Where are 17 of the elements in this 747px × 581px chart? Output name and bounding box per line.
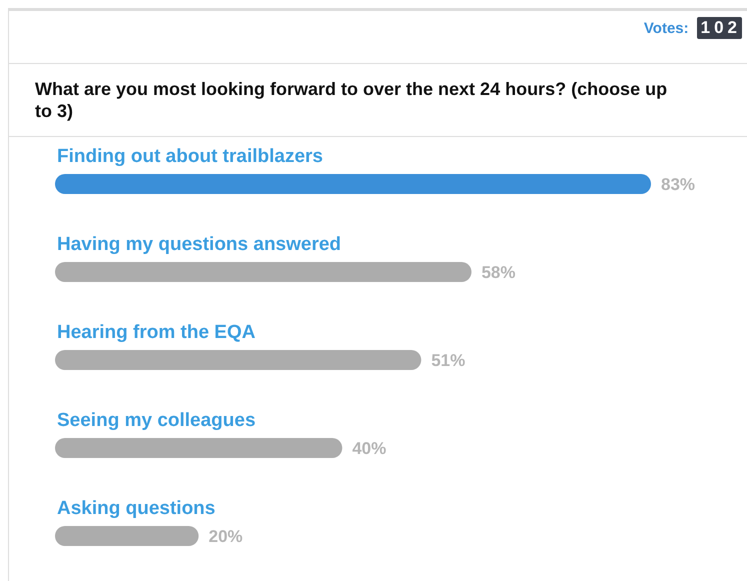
bar	[55, 262, 472, 282]
y-tick-label: Hearing from the EQA	[57, 322, 256, 343]
data-label: 40%	[352, 439, 386, 458]
text: Votes: 102	[644, 17, 742, 39]
data-label: 58%	[481, 263, 516, 282]
data-label: 83%	[661, 175, 696, 194]
y-tick-label: Seeing my colleagues	[57, 410, 256, 431]
data-label: 51%	[431, 351, 466, 370]
bar	[55, 350, 422, 370]
y-tick-label: Finding out about trailblazers	[57, 146, 323, 167]
bar	[55, 174, 651, 194]
chart-title: What are you most looking forward to over the next 24 hours? (choose up to 3)	[35, 78, 668, 122]
bar	[55, 438, 342, 458]
bar	[55, 526, 199, 546]
y-tick-label: Having my questions answered	[57, 234, 342, 255]
y-tick-label: Asking questions	[57, 498, 216, 519]
data-label: 20%	[208, 527, 243, 546]
